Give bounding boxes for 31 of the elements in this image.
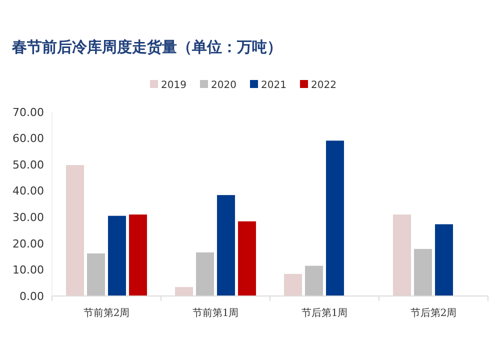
legend-label: 2022: [311, 80, 336, 91]
y-tick-label: 10.00: [12, 264, 44, 277]
bar: [129, 214, 147, 296]
y-tick-label: 40.00: [12, 184, 44, 198]
legend-label: 2021: [261, 80, 286, 91]
bar: [238, 221, 256, 296]
x-tick-label: 节前第1周: [192, 307, 239, 319]
x-tick-label: 节前第2周: [83, 307, 130, 319]
y-tick-label: 30.00: [12, 210, 44, 224]
bar: [217, 195, 235, 296]
y-tick-label: 20.00: [12, 237, 44, 250]
x-tick-label: 节后第2周: [410, 307, 457, 319]
bar: [66, 165, 84, 296]
bar: [414, 248, 432, 296]
legend-label: 2020: [211, 80, 236, 91]
x-tick-label: 节后第1周: [301, 307, 348, 319]
bar: [175, 287, 193, 296]
legend-label: 2019: [161, 80, 186, 91]
y-tick-label: 50.00: [12, 158, 44, 172]
y-tick-label: 0.00: [20, 290, 44, 303]
bar: [435, 224, 453, 296]
y-tick-label: 70.00: [12, 106, 44, 119]
bar: [393, 214, 411, 296]
bar: [284, 274, 302, 296]
bar: [326, 140, 344, 296]
y-tick-label: 60.00: [12, 132, 44, 146]
chart-title: 春节前后冷库周度走货量（单位：万吨）: [11, 38, 282, 56]
bar: [87, 253, 105, 296]
bar: [196, 252, 214, 296]
bar: [305, 266, 323, 296]
bar: [108, 216, 126, 296]
